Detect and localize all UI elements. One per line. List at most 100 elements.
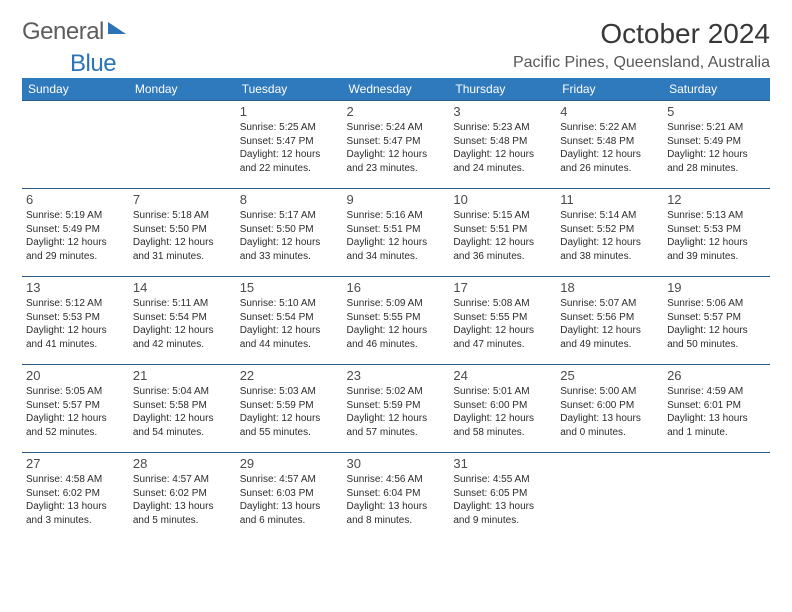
calendar-cell: 4Sunrise: 5:22 AMSunset: 5:48 PMDaylight…: [556, 101, 663, 189]
day-info: Sunrise: 4:55 AMSunset: 6:05 PMDaylight:…: [453, 473, 552, 527]
day-number: 26: [667, 368, 766, 383]
calendar-cell: 18Sunrise: 5:07 AMSunset: 5:56 PMDayligh…: [556, 277, 663, 365]
calendar-cell: 11 Sunrise: 5:14 AMSunset: 5:52 PMDayligh…: [556, 189, 663, 277]
calendar-head: SundayMondayTuesdayWednesdayThursdayFrid…: [22, 78, 770, 101]
day-info: Sunrise: 5:13 AMSunset: 5:53 PMDaylight:…: [667, 209, 766, 263]
calendar-cell: [129, 101, 236, 189]
calendar-cell: 29 Sunrise: 4:57 AMSunset: 6:03 PMDayligh…: [236, 453, 343, 541]
calendar-cell: 13Sunrise: 5:12 AMSunset: 5:53 PMDayligh…: [22, 277, 129, 365]
calendar-cell: 28 Sunrise: 4:57 AMSunset: 6:02 PMDayligh…: [129, 453, 236, 541]
calendar-cell: 23 Sunrise: 5:02 AMSunset: 5:59 PMDayligh…: [343, 365, 450, 453]
weekday-header: Friday: [556, 78, 663, 101]
day-info: Sunrise: 5:16 AMSunset: 5:51 PMDaylight:…: [347, 209, 446, 263]
day-number: 22: [240, 368, 339, 383]
day-number: 29: [240, 456, 339, 471]
calendar-cell: 6 Sunrise: 5:19 AMSunset: 5:49 PMDaylight…: [22, 189, 129, 277]
day-info: Sunrise: 4:58 AMSunset: 6:02 PMDaylight:…: [26, 473, 125, 527]
day-info: Sunrise: 5:22 AMSunset: 5:48 PMDaylight:…: [560, 121, 659, 175]
calendar-row: 1Sunrise: 5:25 AMSunset: 5:47 PMDaylight…: [22, 101, 770, 189]
calendar-row: 13Sunrise: 5:12 AMSunset: 5:53 PMDayligh…: [22, 277, 770, 365]
day-info: Sunrise: 4:57 AMSunset: 6:03 PMDaylight:…: [240, 473, 339, 527]
day-info: Sunrise: 5:21 AMSunset: 5:49 PMDaylight:…: [667, 121, 766, 175]
calendar-cell: 12 Sunrise: 5:13 AMSunset: 5:53 PMDayligh…: [663, 189, 770, 277]
calendar-table: SundayMondayTuesdayWednesdayThursdayFrid…: [22, 78, 770, 541]
calendar-cell: 9 Sunrise: 5:16 AMSunset: 5:51 PMDaylight…: [343, 189, 450, 277]
calendar-cell: 14 Sunrise: 5:11 AMSunset: 5:54 PMDayligh…: [129, 277, 236, 365]
day-number: 8: [240, 192, 339, 207]
calendar-cell: 15Sunrise: 5:10 AMSunset: 5:54 PMDayligh…: [236, 277, 343, 365]
day-info: Sunrise: 5:00 AMSunset: 6:00 PMDaylight:…: [560, 385, 659, 439]
brand-name-1: General: [22, 18, 104, 46]
weekday-header: Sunday: [22, 78, 129, 101]
day-info: Sunrise: 4:56 AMSunset: 6:04 PMDaylight:…: [347, 473, 446, 527]
day-number: 24: [453, 368, 552, 383]
weekday-row: SundayMondayTuesdayWednesdayThursdayFrid…: [22, 78, 770, 101]
day-number: 20: [26, 368, 125, 383]
day-info: Sunrise: 5:04 AMSunset: 5:58 PMDaylight:…: [133, 385, 232, 439]
day-info: Sunrise: 5:11 AMSunset: 5:54 PMDaylight:…: [133, 297, 232, 351]
day-info: Sunrise: 5:24 AMSunset: 5:47 PMDaylight:…: [347, 121, 446, 175]
day-number: 23: [347, 368, 446, 383]
calendar-cell: 24 Sunrise: 5:01 AMSunset: 6:00 PMDayligh…: [449, 365, 556, 453]
header-right: October 2024: [600, 18, 770, 50]
day-number: 12: [667, 192, 766, 207]
day-number: 9: [347, 192, 446, 207]
calendar-row: 27 Sunrise: 4:58 AMSunset: 6:02 PMDayligh…: [22, 453, 770, 541]
day-number: 3: [453, 104, 552, 119]
day-number: 18: [560, 280, 659, 295]
weekday-header: Thursday: [449, 78, 556, 101]
calendar-cell: 26 Sunrise: 4:59 AMSunset: 6:01 PMDayligh…: [663, 365, 770, 453]
day-number: 15: [240, 280, 339, 295]
calendar-cell: 17Sunrise: 5:08 AMSunset: 5:55 PMDayligh…: [449, 277, 556, 365]
day-info: Sunrise: 5:03 AMSunset: 5:59 PMDaylight:…: [240, 385, 339, 439]
calendar-cell: 22 Sunrise: 5:03 AMSunset: 5:59 PMDayligh…: [236, 365, 343, 453]
day-number: 27: [26, 456, 125, 471]
month-title: October 2024: [600, 18, 770, 50]
day-number: 14: [133, 280, 232, 295]
calendar-cell: 10 Sunrise: 5:15 AMSunset: 5:51 PMDayligh…: [449, 189, 556, 277]
weekday-header: Tuesday: [236, 78, 343, 101]
day-number: 11: [560, 192, 659, 207]
calendar-cell: 8 Sunrise: 5:17 AMSunset: 5:50 PMDaylight…: [236, 189, 343, 277]
weekday-header: Monday: [129, 78, 236, 101]
day-info: Sunrise: 5:12 AMSunset: 5:53 PMDaylight:…: [26, 297, 125, 351]
day-info: Sunrise: 5:01 AMSunset: 6:00 PMDaylight:…: [453, 385, 552, 439]
day-info: Sunrise: 5:18 AMSunset: 5:50 PMDaylight:…: [133, 209, 232, 263]
calendar-cell: 27 Sunrise: 4:58 AMSunset: 6:02 PMDayligh…: [22, 453, 129, 541]
calendar-cell: 5 Sunrise: 5:21 AMSunset: 5:49 PMDaylight…: [663, 101, 770, 189]
day-info: Sunrise: 5:15 AMSunset: 5:51 PMDaylight:…: [453, 209, 552, 263]
calendar-row: 6 Sunrise: 5:19 AMSunset: 5:49 PMDaylight…: [22, 189, 770, 277]
calendar-cell: 16Sunrise: 5:09 AMSunset: 5:55 PMDayligh…: [343, 277, 450, 365]
calendar-cell: 7 Sunrise: 5:18 AMSunset: 5:50 PMDaylight…: [129, 189, 236, 277]
day-number: 7: [133, 192, 232, 207]
day-number: 6: [26, 192, 125, 207]
brand-sail-icon: [108, 22, 126, 34]
day-number: 21: [133, 368, 232, 383]
day-info: Sunrise: 5:14 AMSunset: 5:52 PMDaylight:…: [560, 209, 659, 263]
day-info: Sunrise: 5:06 AMSunset: 5:57 PMDaylight:…: [667, 297, 766, 351]
calendar-cell: [663, 453, 770, 541]
day-number: 2: [347, 104, 446, 119]
weekday-header: Wednesday: [343, 78, 450, 101]
day-info: Sunrise: 5:17 AMSunset: 5:50 PMDaylight:…: [240, 209, 339, 263]
day-number: 10: [453, 192, 552, 207]
day-number: 5: [667, 104, 766, 119]
day-number: 28: [133, 456, 232, 471]
calendar-row: 20 Sunrise: 5:05 AMSunset: 5:57 PMDayligh…: [22, 365, 770, 453]
calendar-cell: 25 Sunrise: 5:00 AMSunset: 6:00 PMDayligh…: [556, 365, 663, 453]
day-number: 19: [667, 280, 766, 295]
header-bar: General October 2024: [22, 18, 770, 50]
day-number: 31: [453, 456, 552, 471]
calendar-cell: 20 Sunrise: 5:05 AMSunset: 5:57 PMDayligh…: [22, 365, 129, 453]
brand-name-2: Blue: [70, 50, 116, 78]
day-info: Sunrise: 4:59 AMSunset: 6:01 PMDaylight:…: [667, 385, 766, 439]
calendar-cell: 30Sunrise: 4:56 AMSunset: 6:04 PMDayligh…: [343, 453, 450, 541]
day-info: Sunrise: 5:05 AMSunset: 5:57 PMDaylight:…: [26, 385, 125, 439]
day-number: 17: [453, 280, 552, 295]
calendar-body: 1Sunrise: 5:25 AMSunset: 5:47 PMDaylight…: [22, 101, 770, 541]
calendar-cell: 1Sunrise: 5:25 AMSunset: 5:47 PMDaylight…: [236, 101, 343, 189]
day-number: 25: [560, 368, 659, 383]
day-info: Sunrise: 5:19 AMSunset: 5:49 PMDaylight:…: [26, 209, 125, 263]
day-info: Sunrise: 5:02 AMSunset: 5:59 PMDaylight:…: [347, 385, 446, 439]
day-info: Sunrise: 4:57 AMSunset: 6:02 PMDaylight:…: [133, 473, 232, 527]
